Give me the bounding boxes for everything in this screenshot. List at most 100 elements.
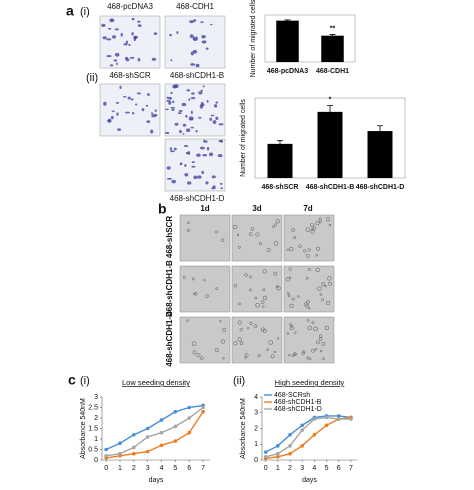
cell [321, 341, 326, 346]
cell [137, 57, 141, 62]
cell [311, 321, 315, 325]
cell [125, 58, 130, 62]
cell [286, 248, 289, 251]
panel-label: b [158, 201, 167, 217]
cell [189, 20, 195, 24]
cell [166, 99, 171, 102]
x-tick-label: 0 [104, 465, 108, 472]
cell [321, 282, 326, 287]
cell [309, 223, 314, 228]
cell [249, 288, 252, 292]
cell [154, 109, 157, 112]
cell [111, 110, 115, 113]
cell [237, 320, 242, 325]
x-tick-label: 0 [264, 465, 268, 472]
cell [182, 276, 186, 279]
cell [133, 37, 136, 42]
cell [154, 114, 158, 117]
cell [123, 43, 128, 46]
cell [319, 349, 323, 353]
cell [181, 102, 187, 107]
cell [303, 249, 307, 253]
cell [315, 340, 320, 345]
x-tick-label: 5 [173, 465, 177, 472]
cell [233, 341, 238, 346]
cell [182, 123, 187, 127]
cell [305, 276, 309, 280]
bar [267, 143, 293, 178]
cell [215, 101, 219, 104]
cell [262, 295, 268, 301]
cell [114, 52, 120, 57]
cell [168, 100, 172, 105]
cell [293, 236, 297, 240]
series-line [265, 415, 351, 453]
point [118, 451, 122, 456]
cell [215, 230, 218, 234]
cell [262, 269, 267, 274]
cell [196, 153, 201, 157]
cell [101, 23, 106, 28]
cell [315, 253, 319, 257]
cell [294, 331, 297, 334]
point [312, 417, 317, 421]
cell [193, 292, 196, 296]
cell [169, 147, 173, 151]
cell [106, 54, 112, 58]
annotation: * [329, 96, 332, 103]
cell [307, 248, 311, 252]
bar [317, 111, 343, 178]
cell [288, 354, 291, 357]
x-tick-label: 468-shCDH1-D [356, 184, 405, 191]
cell [172, 100, 175, 104]
plot-frame [264, 14, 356, 63]
y-tick-label: 2 [254, 425, 258, 432]
cell [191, 92, 195, 95]
point [104, 447, 108, 452]
cell [177, 112, 182, 115]
cell [136, 92, 141, 95]
cell [246, 327, 250, 330]
cell [255, 232, 260, 237]
cell [305, 304, 310, 308]
cell [176, 31, 179, 35]
cell [319, 293, 323, 296]
point [132, 433, 136, 437]
cell [215, 287, 219, 291]
micrograph [99, 83, 161, 137]
cell [262, 305, 265, 308]
cell [106, 38, 112, 41]
x-tick-label: 3 [300, 465, 304, 472]
x-tick-label: 7 [349, 465, 353, 472]
cell [165, 108, 169, 111]
cell [109, 64, 114, 67]
y-axis-label: Number of migrated cells [250, 0, 257, 77]
cell [287, 294, 291, 298]
point [145, 426, 150, 431]
cell [137, 20, 141, 23]
y-tick-label: 1 [94, 436, 98, 443]
micrograph [283, 316, 335, 364]
point [336, 414, 341, 418]
cell [218, 123, 224, 126]
row-label: 468-shSCR [165, 216, 174, 258]
cell [173, 147, 177, 151]
cell [170, 106, 175, 109]
cell [314, 348, 318, 351]
x-tick-label: 468-pcDNA3 [267, 68, 308, 75]
cell [192, 350, 197, 355]
image-label: 468-CDH1 [176, 2, 214, 11]
cell [205, 181, 209, 185]
cell [262, 288, 266, 291]
cell [290, 325, 293, 328]
cell [250, 227, 255, 231]
cell [191, 161, 195, 164]
point [201, 405, 205, 410]
cell [239, 328, 243, 332]
cell [145, 104, 149, 107]
micrograph [164, 83, 226, 137]
cell [232, 224, 238, 230]
cell [170, 150, 175, 153]
cell [179, 163, 182, 166]
cell [305, 227, 310, 232]
